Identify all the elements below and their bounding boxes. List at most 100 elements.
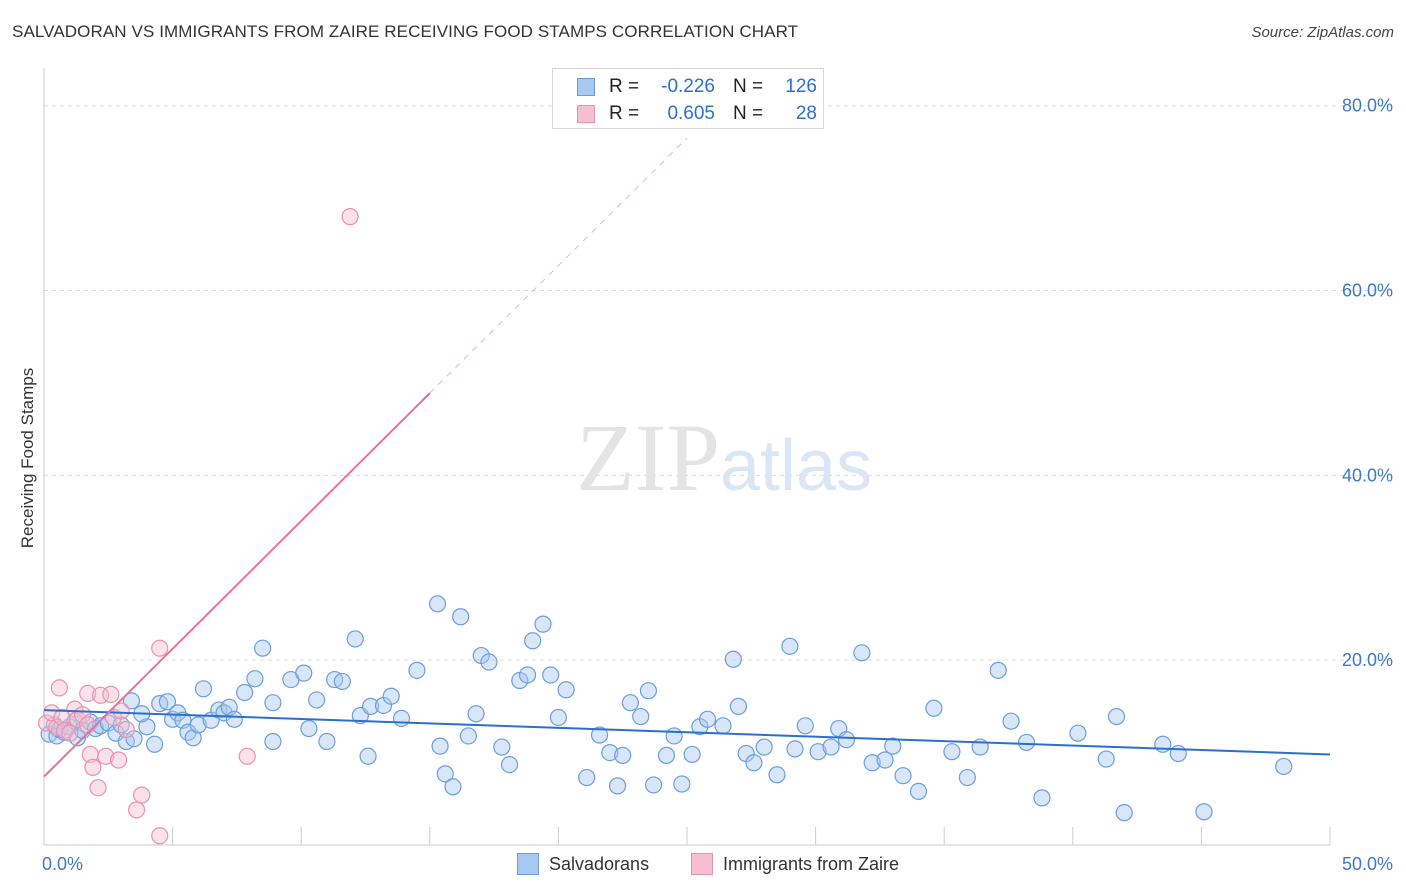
salvadoran-point [644,776,663,794]
zaire-point [89,779,107,797]
salvadoran-point [943,743,961,761]
salvadoran-point [518,666,537,684]
salvadoran-point [578,768,596,787]
zaire-point [112,702,130,720]
y-tick-label: 80.0% [1342,96,1393,116]
salvadoran-point [590,726,609,744]
watermark: ZIP atlas [576,404,872,511]
legend-r-value: -0.226 [661,76,715,97]
salvadoran-point [542,666,560,684]
salvadoran-point [138,718,156,736]
salvadoran-point [524,632,542,650]
x-tick-label: 50.0% [1342,854,1393,874]
salvadoran-point [318,732,336,751]
salvadoran-point [189,716,207,734]
salvadoran-point [194,680,213,698]
series-legend-zaire: Immigrants from Zaire [691,852,899,876]
salvadoran-point [876,751,894,769]
salvadoran-point [621,694,640,712]
y-tick-label: 40.0% [1342,465,1393,485]
y-tick-label: 60.0% [1342,281,1393,301]
salvadoran-point [295,664,313,682]
salvadoran-point [657,746,676,764]
salvadoran-point [236,683,254,702]
trend-lines [43,137,1331,778]
zaire-point [151,827,169,845]
salvadoran-point [796,717,814,735]
salvadoran-point [308,691,326,709]
salvadoran-point [608,777,627,795]
zaire-point [341,208,359,226]
zaire-point [61,724,79,742]
salvadoran-point [158,693,177,711]
salvadorans-points [40,595,1293,822]
salvadoran-point [444,778,462,796]
tick-labels: 20.0% 40.0% 60.0% 80.0% 0.0% 50.0% [42,96,1393,874]
salvadoran-point [362,697,380,715]
salvadoran-point [359,747,377,765]
salvadoran-point [1115,804,1133,822]
salvadoran-point [382,687,400,705]
zaire-trend-extension [429,137,688,394]
salvadoran-point [1169,744,1187,763]
salvadoran-point [452,608,470,626]
salvadoran-point [884,737,902,755]
salvadoran-point [837,731,856,749]
salvadoran-point [673,775,691,793]
legend-n-value: 126 [785,76,817,97]
salvadoran-point [408,661,426,679]
salvadoran-point [264,694,282,712]
salvadoran-point [853,644,871,662]
salvadoran-point [1002,712,1020,730]
zaire-point [84,758,102,776]
salvadoran-point [698,710,717,728]
legend-r-label: R = [609,103,640,124]
x-tick-label: 0.0% [42,854,83,874]
series-swatch-blue [517,853,539,875]
salvadoran-point [210,701,228,719]
zaire-point [79,716,97,734]
zaire-point [238,747,256,765]
chart-title: SALVADORAN VS IMMIGRANTS FROM ZAIRE RECE… [12,22,799,41]
salvadoran-point [428,595,447,613]
salvadoran-point [467,705,485,723]
zaire-point [50,679,69,697]
salvadoran-point [1097,750,1115,768]
salvadoran-point [786,740,804,758]
salvadoran-point [863,754,881,772]
zaire-point [117,720,135,739]
legend-n-label: N = [733,76,764,97]
legend-swatch-blue [577,78,595,96]
salvadoran-point [246,670,264,688]
legend-n-label: N = [733,103,764,124]
salvadoran-point [639,682,658,700]
zaire-point [109,751,128,769]
zaire-points [37,208,359,845]
y-tick-label: 20.0% [1342,650,1393,670]
salvadoran-point [665,727,683,745]
zaire-point [151,639,169,657]
salvadoran-point [1107,707,1126,726]
salvadoran-point [1069,724,1087,742]
legend-r-value: 0.605 [667,103,715,124]
salvadoran-point [989,661,1007,679]
salvadoran-point [480,653,498,671]
salvadoran-point [254,639,272,657]
zaire-trend-line [43,392,431,778]
correlation-legend: R = -0.226 N = 126 R = 0.605 N = 28 [552,68,824,129]
salvadoran-point [632,707,650,726]
salvadoran-point [346,630,364,648]
salvadoran-point [436,765,454,783]
y-axis-label: Receiving Food Stamps [18,367,37,549]
salvadoran-point [145,735,164,753]
salvadoran-point [122,692,141,710]
salvadoran-point [184,729,202,747]
salvadoran-point [1017,733,1036,752]
salvadoran-point [459,727,477,745]
zaire-point [102,685,120,703]
legend-r-label: R = [609,76,640,97]
legend-n-value: 28 [795,103,817,124]
zaire-point [97,747,115,765]
salvadoran-point [1195,803,1213,821]
